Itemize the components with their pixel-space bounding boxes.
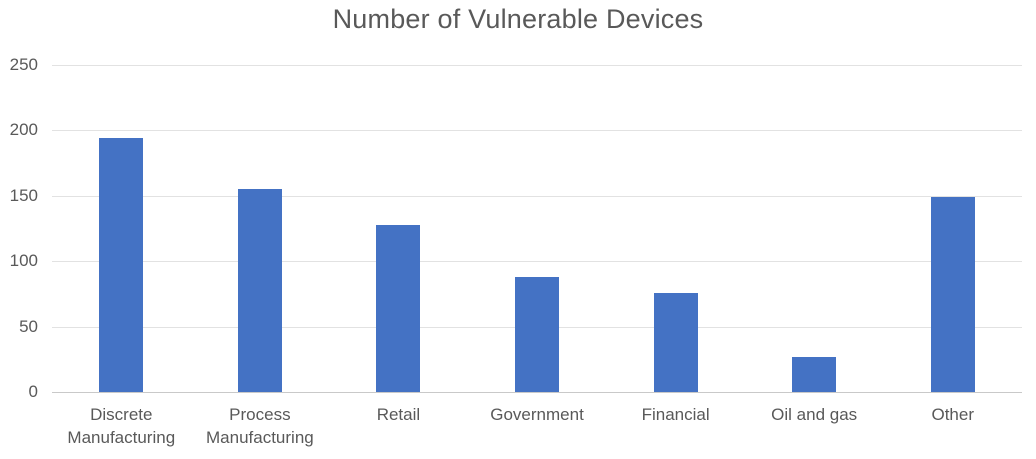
gridline [52,261,1022,263]
bar-slot [329,65,468,392]
x-axis: Discrete Manufacturing Process Manufactur… [52,403,1022,449]
bar-slot [191,65,330,392]
y-axis-tick-label: 250 [9,55,38,74]
y-axis-tick-label: 100 [9,251,38,271]
x-axis-category-label: Retail [376,405,421,424]
x-axis-category-label: Process Manufacturing [206,405,314,447]
y-axis-tick-label: 0 [28,382,38,401]
gridline [52,130,1022,132]
bar-slot [883,65,1022,392]
bar-slot [52,65,191,392]
bar [99,138,144,392]
x-axis-category-label: Financial [641,405,710,424]
bar [930,197,975,392]
y-axis-tick-label: 200 [9,120,38,140]
gridline [52,195,1022,197]
bar [792,356,837,392]
x-axis-category-label: Government [490,405,584,424]
plot-area [52,65,1022,393]
y-axis-tick-label: 50 [19,316,38,336]
bar-slot [606,65,745,392]
y-axis-tick-label: 150 [9,185,38,205]
bar [237,189,282,392]
x-axis-category-label: Oil and gas [771,405,858,424]
bar-series [52,65,1022,392]
x-axis-category-label: Other [931,405,975,424]
chart-title: Number of Vulnerable Devices [332,4,704,34]
gridline [52,65,1022,66]
bar [653,292,698,392]
bar [515,276,560,392]
bar [376,224,421,392]
bar-slot [745,65,884,392]
bar-slot [468,65,607,392]
x-axis-category-label: Discrete Manufacturing [67,405,176,447]
